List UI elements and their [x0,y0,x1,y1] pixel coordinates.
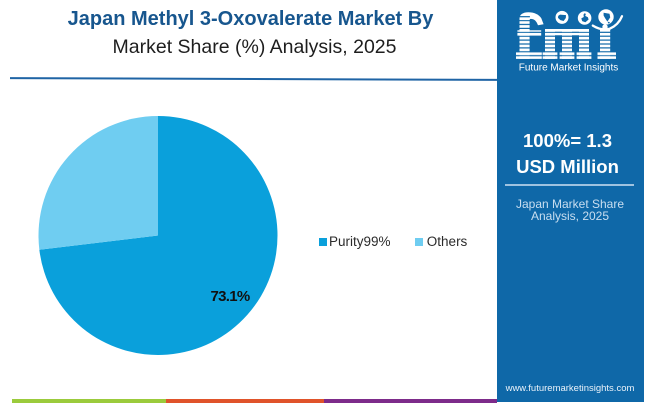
svg-text:Future Market Insights: Future Market Insights [519,63,618,74]
